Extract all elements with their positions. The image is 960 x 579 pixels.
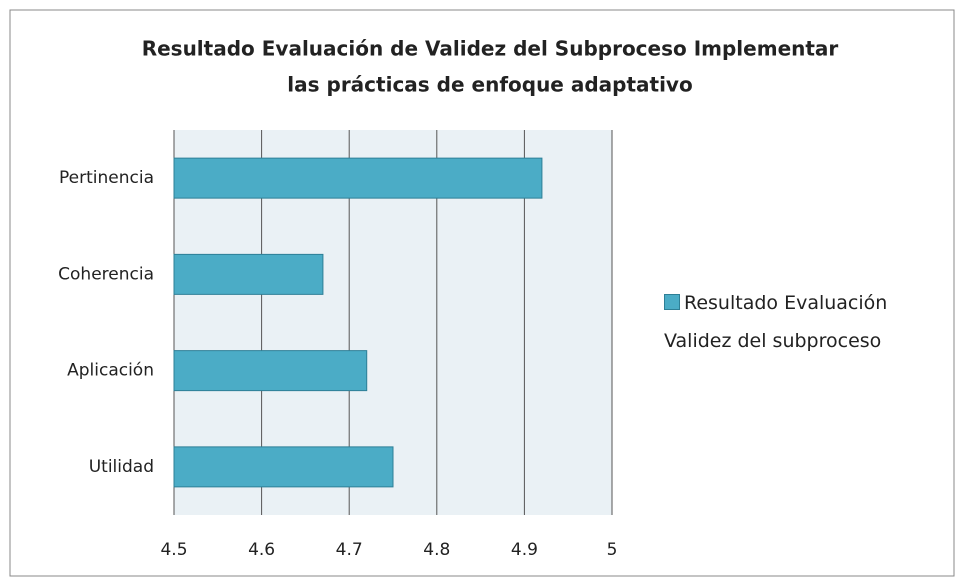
y-tick-label: Aplicación bbox=[67, 361, 154, 381]
x-tick-label: 4.9 bbox=[511, 540, 538, 560]
x-tick-label: 4.6 bbox=[248, 540, 275, 560]
chart-title: las prácticas de enfoque adaptativo bbox=[287, 73, 692, 97]
bar bbox=[173, 446, 394, 488]
y-tick-label: Coherencia bbox=[58, 264, 154, 284]
bar bbox=[173, 157, 543, 199]
y-tick-label: Utilidad bbox=[89, 457, 154, 477]
x-tick-label: 4.5 bbox=[160, 540, 187, 560]
x-tick-label: 4.7 bbox=[336, 540, 363, 560]
bar bbox=[173, 350, 368, 392]
bar bbox=[173, 253, 324, 295]
legend: Resultado Evaluación Validez del subproc… bbox=[664, 284, 944, 360]
legend-label: Resultado Evaluación Validez del subproc… bbox=[664, 292, 888, 352]
y-tick-label: Pertinencia bbox=[59, 168, 154, 188]
x-tick-label: 5 bbox=[607, 540, 618, 560]
legend-swatch bbox=[664, 294, 680, 310]
chart-title: Resultado Evaluación de Validez del Subp… bbox=[142, 37, 839, 61]
x-tick-label: 4.8 bbox=[423, 540, 450, 560]
